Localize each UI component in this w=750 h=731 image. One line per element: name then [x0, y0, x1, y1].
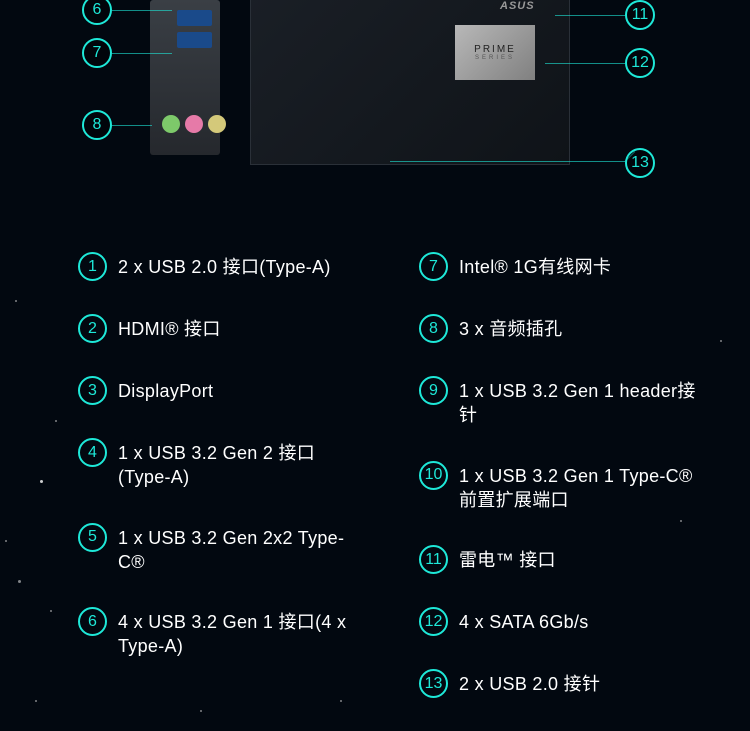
leader-line — [112, 10, 172, 11]
legend-label: 1 x USB 3.2 Gen 1 header接针 — [459, 376, 699, 428]
legend-label: 2 x USB 2.0 接口(Type-A) — [118, 252, 331, 279]
legend-label: DisplayPort — [118, 376, 213, 403]
legend-number: 11 — [419, 545, 448, 574]
legend-label: 4 x USB 3.2 Gen 1 接口(4 x Type-A) — [118, 607, 358, 659]
usb-port-icon — [177, 10, 212, 26]
leader-line — [390, 161, 625, 162]
legend-item: 10 1 x USB 3.2 Gen 1 Type-C®前置扩展端口 — [419, 461, 750, 513]
leader-line — [555, 15, 625, 16]
legend-item: 8 3 x 音频插孔 — [419, 314, 750, 343]
legend-number: 2 — [78, 314, 107, 343]
star-decoration — [200, 710, 202, 712]
star-decoration — [340, 700, 342, 702]
callout-marker-8: 8 — [82, 110, 112, 140]
legend-item: 1 2 x USB 2.0 接口(Type-A) — [78, 252, 409, 281]
star-decoration — [15, 300, 17, 302]
usb-port-icon — [177, 32, 212, 48]
legend-label: 3 x 音频插孔 — [459, 314, 562, 341]
star-decoration — [18, 580, 21, 583]
star-decoration — [5, 540, 7, 542]
audio-jack-pink-icon — [185, 115, 203, 133]
legend-number: 3 — [78, 376, 107, 405]
legend-item: 6 4 x USB 3.2 Gen 1 接口(4 x Type-A) — [78, 607, 409, 659]
audio-jack-green-icon — [162, 115, 180, 133]
legend-item: 3 DisplayPort — [78, 376, 409, 405]
legend-number: 12 — [419, 607, 448, 636]
legend-number: 8 — [419, 314, 448, 343]
star-decoration — [720, 340, 722, 342]
chip-sub: SERIES — [475, 55, 515, 61]
legend-number: 5 — [78, 523, 107, 552]
legend-label: HDMI® 接口 — [118, 314, 221, 341]
legend-number: 6 — [78, 607, 107, 636]
legend-item: 4 1 x USB 3.2 Gen 2 接口(Type-A) — [78, 438, 409, 490]
legend-number: 13 — [419, 669, 448, 698]
callout-marker-13: 13 — [625, 148, 655, 178]
legend-column-right: 7 Intel® 1G有线网卡 8 3 x 音频插孔 9 1 x USB 3.2… — [409, 252, 750, 731]
chip-brand: PRIME — [474, 44, 516, 55]
legend-item: 5 1 x USB 3.2 Gen 2x2 Type-C® — [78, 523, 409, 575]
legend-label: 2 x USB 2.0 接针 — [459, 669, 600, 696]
audio-jack-yellow-icon — [208, 115, 226, 133]
star-decoration — [50, 610, 52, 612]
legend-number: 4 — [78, 438, 107, 467]
callout-marker-11: 11 — [625, 0, 655, 30]
legend-label: 4 x SATA 6Gb/s — [459, 607, 589, 634]
callout-marker-7: 7 — [82, 38, 112, 68]
callout-marker-12: 12 — [625, 48, 655, 78]
board-brand-logo: ASUS — [500, 0, 535, 12]
legend-label: 1 x USB 3.2 Gen 2x2 Type-C® — [118, 523, 358, 575]
star-decoration — [40, 480, 43, 483]
legend-item: 9 1 x USB 3.2 Gen 1 header接针 — [419, 376, 750, 428]
chipset-label: PRIME SERIES — [455, 25, 535, 80]
legend-item: 11 雷电™ 接口 — [419, 545, 750, 574]
star-decoration — [680, 520, 682, 522]
legend-list: 1 2 x USB 2.0 接口(Type-A) 2 HDMI® 接口 3 Di… — [0, 252, 750, 731]
legend-number: 1 — [78, 252, 107, 281]
legend-label: 1 x USB 3.2 Gen 1 Type-C®前置扩展端口 — [459, 461, 699, 513]
legend-label: 1 x USB 3.2 Gen 2 接口(Type-A) — [118, 438, 358, 490]
star-decoration — [55, 420, 57, 422]
legend-number: 9 — [419, 376, 448, 405]
legend-item: 12 4 x SATA 6Gb/s — [419, 607, 750, 636]
legend-number: 7 — [419, 252, 448, 281]
leader-line — [112, 53, 172, 54]
legend-column-left: 1 2 x USB 2.0 接口(Type-A) 2 HDMI® 接口 3 Di… — [0, 252, 409, 731]
legend-item: 2 HDMI® 接口 — [78, 314, 409, 343]
star-decoration — [35, 700, 37, 702]
legend-item: 7 Intel® 1G有线网卡 — [419, 252, 750, 281]
legend-label: 雷电™ 接口 — [459, 545, 556, 572]
legend-item: 13 2 x USB 2.0 接针 — [419, 669, 750, 698]
leader-line — [545, 63, 625, 64]
legend-label: Intel® 1G有线网卡 — [459, 252, 611, 279]
leader-line — [112, 125, 152, 126]
diagram-area: ASUS PRIME SERIES 6 7 8 11 12 13 — [0, 0, 750, 210]
callout-marker-6: 6 — [82, 0, 112, 25]
legend-number: 10 — [419, 461, 448, 490]
